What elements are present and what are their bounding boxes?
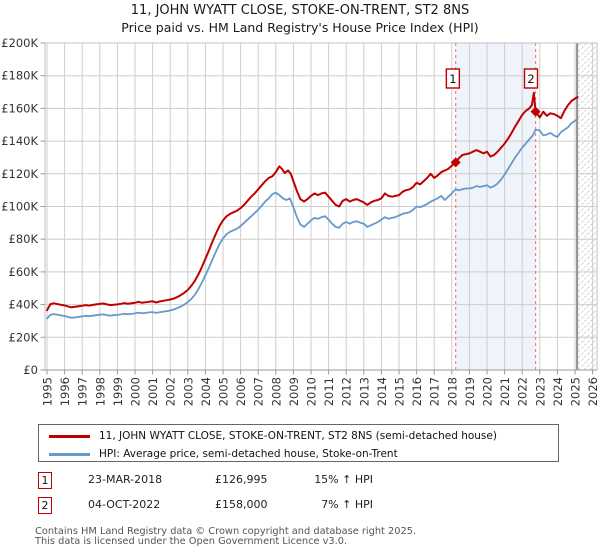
sale-label-box-2	[523, 68, 539, 89]
x-axis-tick-label: 2016	[410, 377, 424, 406]
legend-box: 11, JOHN WYATT CLOSE, STOKE-ON-TRENT, ST…	[38, 424, 559, 462]
footer-line-2: This data is licensed under the Open Gov…	[35, 536, 348, 548]
sale-label-number-2: 2	[527, 72, 534, 86]
sale-row-2: 2 04-OCT-2022 £158,000 7% ↑ HPI	[38, 497, 558, 515]
x-axis-tick-label: 2006	[234, 377, 248, 406]
property-line-swatch	[49, 434, 90, 438]
x-axis-tick-label: 2003	[181, 377, 195, 406]
page-subtitle: Price paid vs. HM Land Registry's House …	[121, 20, 479, 35]
y-axis-tick-label: £20K	[9, 330, 39, 344]
y-axis-tick-label: £100K	[1, 200, 38, 214]
legend-row-hpi: HPI: Average price, semi-detached house,…	[39, 445, 558, 463]
x-axis-tick-label: 1999	[111, 377, 125, 406]
y-axis-tick-label: £180K	[1, 69, 38, 83]
x-axis-tick-label: 2008	[269, 377, 283, 406]
y-axis-tick-label: £40K	[9, 298, 39, 312]
sale-1-number-badge: 1	[38, 472, 52, 489]
sale-2-number-badge: 2	[38, 497, 52, 514]
sale-2-price: £158,000	[215, 498, 268, 511]
y-axis-tick-label: £0	[23, 363, 38, 377]
x-axis-tick-label: 2026	[586, 377, 600, 406]
sale-marker-1	[450, 157, 461, 168]
sale-label-number-1: 1	[449, 72, 456, 86]
footer-line-1: Contains HM Land Registry data © Crown c…	[35, 526, 417, 537]
x-axis-tick-label: 2020	[481, 377, 495, 406]
attribution-footer: Contains HM Land Registry data © Crown c…	[35, 526, 575, 548]
x-axis-tick-label: 2017	[428, 377, 442, 406]
legend-label-hpi: HPI: Average price, semi-detached house,…	[99, 448, 398, 460]
sale-1-hpi-delta: 15% ↑ HPI	[314, 473, 373, 486]
y-axis-tick-label: £200K	[1, 36, 38, 50]
y-axis-tick-label: £120K	[1, 167, 38, 181]
y-axis-tick-label: £160K	[1, 101, 38, 115]
x-axis-tick-label: 1996	[58, 377, 72, 406]
y-axis-tick-label: £80K	[9, 232, 39, 246]
x-axis-tick-label: 2012	[340, 377, 354, 406]
x-axis-tick-label: 2001	[146, 377, 160, 406]
sale-2-date: 04-OCT-2022	[88, 498, 161, 511]
y-axis-tick-label: £140K	[1, 134, 38, 148]
price-history-chart: 1 2 £0 £20K £40K £60K £80K £100K £120K £140K £160K…	[1, 36, 600, 406]
series-line-property	[46, 91, 579, 312]
x-axis-tick-label: 2024	[551, 377, 565, 406]
page-title: 11, JOHN WYATT CLOSE, STOKE-ON-TRENT, ST…	[130, 3, 470, 18]
x-axis-tick-label: 2002	[164, 377, 178, 406]
x-axis-tick-label: 2019	[463, 377, 477, 406]
x-axis-tick-label: 1997	[76, 377, 90, 406]
x-axis-tick-label: 2011	[322, 377, 336, 406]
x-axis-tick-label: 2018	[445, 377, 459, 406]
x-axis-tick-label: 2023	[533, 377, 547, 406]
sale-marker-2	[530, 106, 541, 117]
x-axis-tick-label: 2025	[569, 377, 583, 406]
x-axis-tick-label: 2021	[498, 377, 512, 406]
x-axis-tick-label: 2015	[393, 377, 407, 406]
x-axis-tick-label: 2007	[252, 377, 266, 406]
x-axis-tick-label: 2004	[199, 377, 213, 406]
sale-1-price: £126,995	[215, 473, 268, 486]
future-hatch-region	[577, 43, 597, 370]
sale-label-box-1	[445, 68, 461, 89]
y-axis-tick-label: £60K	[9, 265, 39, 279]
sale-2-hpi-delta: 7% ↑ HPI	[321, 498, 373, 511]
x-axis-tick-label: 2013	[357, 377, 371, 406]
x-axis-tick-label: 2005	[217, 377, 231, 406]
x-axis-tick-label: 2014	[375, 377, 389, 406]
x-axis-tick-label: 2000	[129, 377, 143, 406]
sale-1-date: 23-MAR-2018	[88, 473, 163, 486]
legend-row-property: 11, JOHN WYATT CLOSE, STOKE-ON-TRENT, ST…	[39, 427, 558, 445]
legend-label-property: 11, JOHN WYATT CLOSE, STOKE-ON-TRENT, ST…	[99, 430, 497, 442]
x-axis-tick-label: 1995	[41, 377, 55, 406]
sale-row-1: 1 23-MAR-2018 £126,995 15% ↑ HPI	[38, 472, 558, 490]
x-axis-tick-label: 2009	[287, 377, 301, 406]
x-axis-tick-label: 1998	[93, 377, 107, 406]
x-axis-tick-label: 2022	[516, 377, 530, 406]
hpi-line-swatch	[49, 452, 90, 456]
series-line-hpi	[46, 118, 579, 320]
x-axis-tick-label: 2010	[305, 377, 319, 406]
